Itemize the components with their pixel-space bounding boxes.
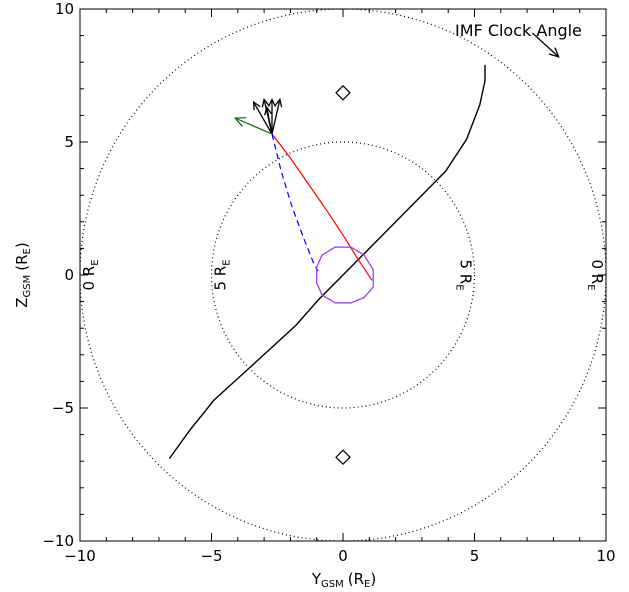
field-arrow-3 [271,97,283,135]
series-line-1 [271,133,373,281]
series-line-3 [316,246,374,304]
ring-label-right-10: 0 RE [585,259,606,290]
x-tick-label-2: 0 [338,547,348,565]
clock-angle-arrow [531,32,560,58]
green-arrow-shaft [234,117,273,135]
y-tick-label-3: 5 [64,133,74,151]
y-tick-label-2: 0 [64,266,74,284]
x-tick-label-0: −10 [64,547,96,565]
y-tick-label-1: −5 [52,399,74,417]
clock-angle-arrow-shaft [531,32,560,58]
series-line-0 [168,64,486,459]
field-arrow-4-shaft [266,107,273,135]
diamond-marker-0 [335,84,351,101]
y-tick-label-0: −10 [42,532,74,550]
x-axis-label: YGSM (RE) [311,570,376,590]
ring-label-left-5: 5 RE [212,259,233,290]
field-arrow-3-head [274,97,283,108]
diamond-marker-1 [335,449,351,466]
x-tick-label-3: 5 [470,547,480,565]
field-arrow-1-head [261,97,270,108]
plot-area: 0 RE 0 RE 5 RE 5 RE [79,8,607,542]
green-arrow [233,116,273,135]
field-arrow-0 [252,100,273,135]
field-arrow-3-shaft [271,99,281,135]
ticks: −10 −5 0 5 10 −10 −5 0 5 10 [42,0,615,565]
field-arrow-2 [267,97,277,135]
y-tick-label-4: 10 [55,0,74,18]
ring-5 [210,141,476,409]
x-tick-label-4: 10 [596,547,615,565]
field-arrow-0-head [252,100,261,111]
ring-label-left-10: 0 RE [80,259,101,290]
field-arrow-0-shaft [253,101,273,135]
clock-angle-arrow-head [548,47,560,58]
y-axis-label: ZGSM(RE) [13,242,33,307]
field-arrow-2-head [267,97,277,107]
x-tick-label-1: −5 [200,547,222,565]
green-arrow-head [233,116,247,127]
series-line-2 [271,133,319,272]
clock-angle-annotation: IMF Clock Angle [455,21,582,40]
ring-label-right-5: 5 RE [454,259,475,290]
field-arrow-4-head [264,105,273,116]
field-arrow-4 [264,105,273,135]
